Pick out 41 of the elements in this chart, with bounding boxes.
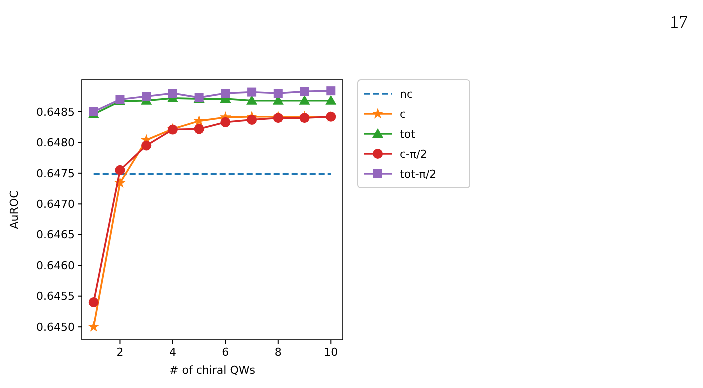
point — [221, 89, 230, 98]
x-tick-label: 2 — [116, 346, 124, 359]
point — [194, 124, 204, 134]
legend-label: tot — [400, 128, 416, 141]
point — [88, 298, 99, 308]
y-tick-label: 0.6470 — [36, 198, 75, 212]
y-tick-label: 0.6465 — [36, 228, 75, 242]
point — [273, 113, 284, 124]
x-axis-title: # of chiral QWs — [170, 364, 256, 377]
point — [115, 165, 126, 176]
x-tick-label: 6 — [222, 346, 230, 359]
y-tick-label: 0.6450 — [36, 320, 75, 334]
x-tick-label: 4 — [169, 346, 176, 359]
x-tick-label: 10 — [324, 346, 338, 359]
y-tick-label: 0.6475 — [36, 167, 75, 180]
point — [142, 140, 152, 151]
point — [326, 86, 336, 96]
y-axis-title: AuROC — [8, 190, 21, 230]
legend-label: c-π/2 — [400, 148, 428, 161]
point — [168, 89, 178, 98]
legend-label: c — [400, 108, 406, 121]
y-tick-label: 0.6455 — [36, 290, 75, 304]
point — [274, 89, 283, 98]
point — [299, 95, 310, 105]
y-tick-label: 0.6480 — [36, 136, 75, 150]
point — [142, 92, 152, 102]
legend-label: tot-π/2 — [400, 168, 437, 181]
point — [248, 88, 257, 97]
point — [194, 115, 205, 126]
legend-label: nc — [400, 88, 414, 101]
point — [88, 321, 100, 332]
point — [220, 117, 231, 128]
point — [300, 113, 310, 124]
y-tick-label: 0.6460 — [36, 259, 75, 272]
y-tick-label: 0.6485 — [36, 106, 75, 119]
point — [247, 114, 258, 125]
text: 17 — [670, 12, 688, 32]
point — [300, 87, 310, 96]
point — [326, 95, 337, 105]
x-tick-label: 8 — [274, 346, 282, 359]
point — [246, 95, 258, 105]
